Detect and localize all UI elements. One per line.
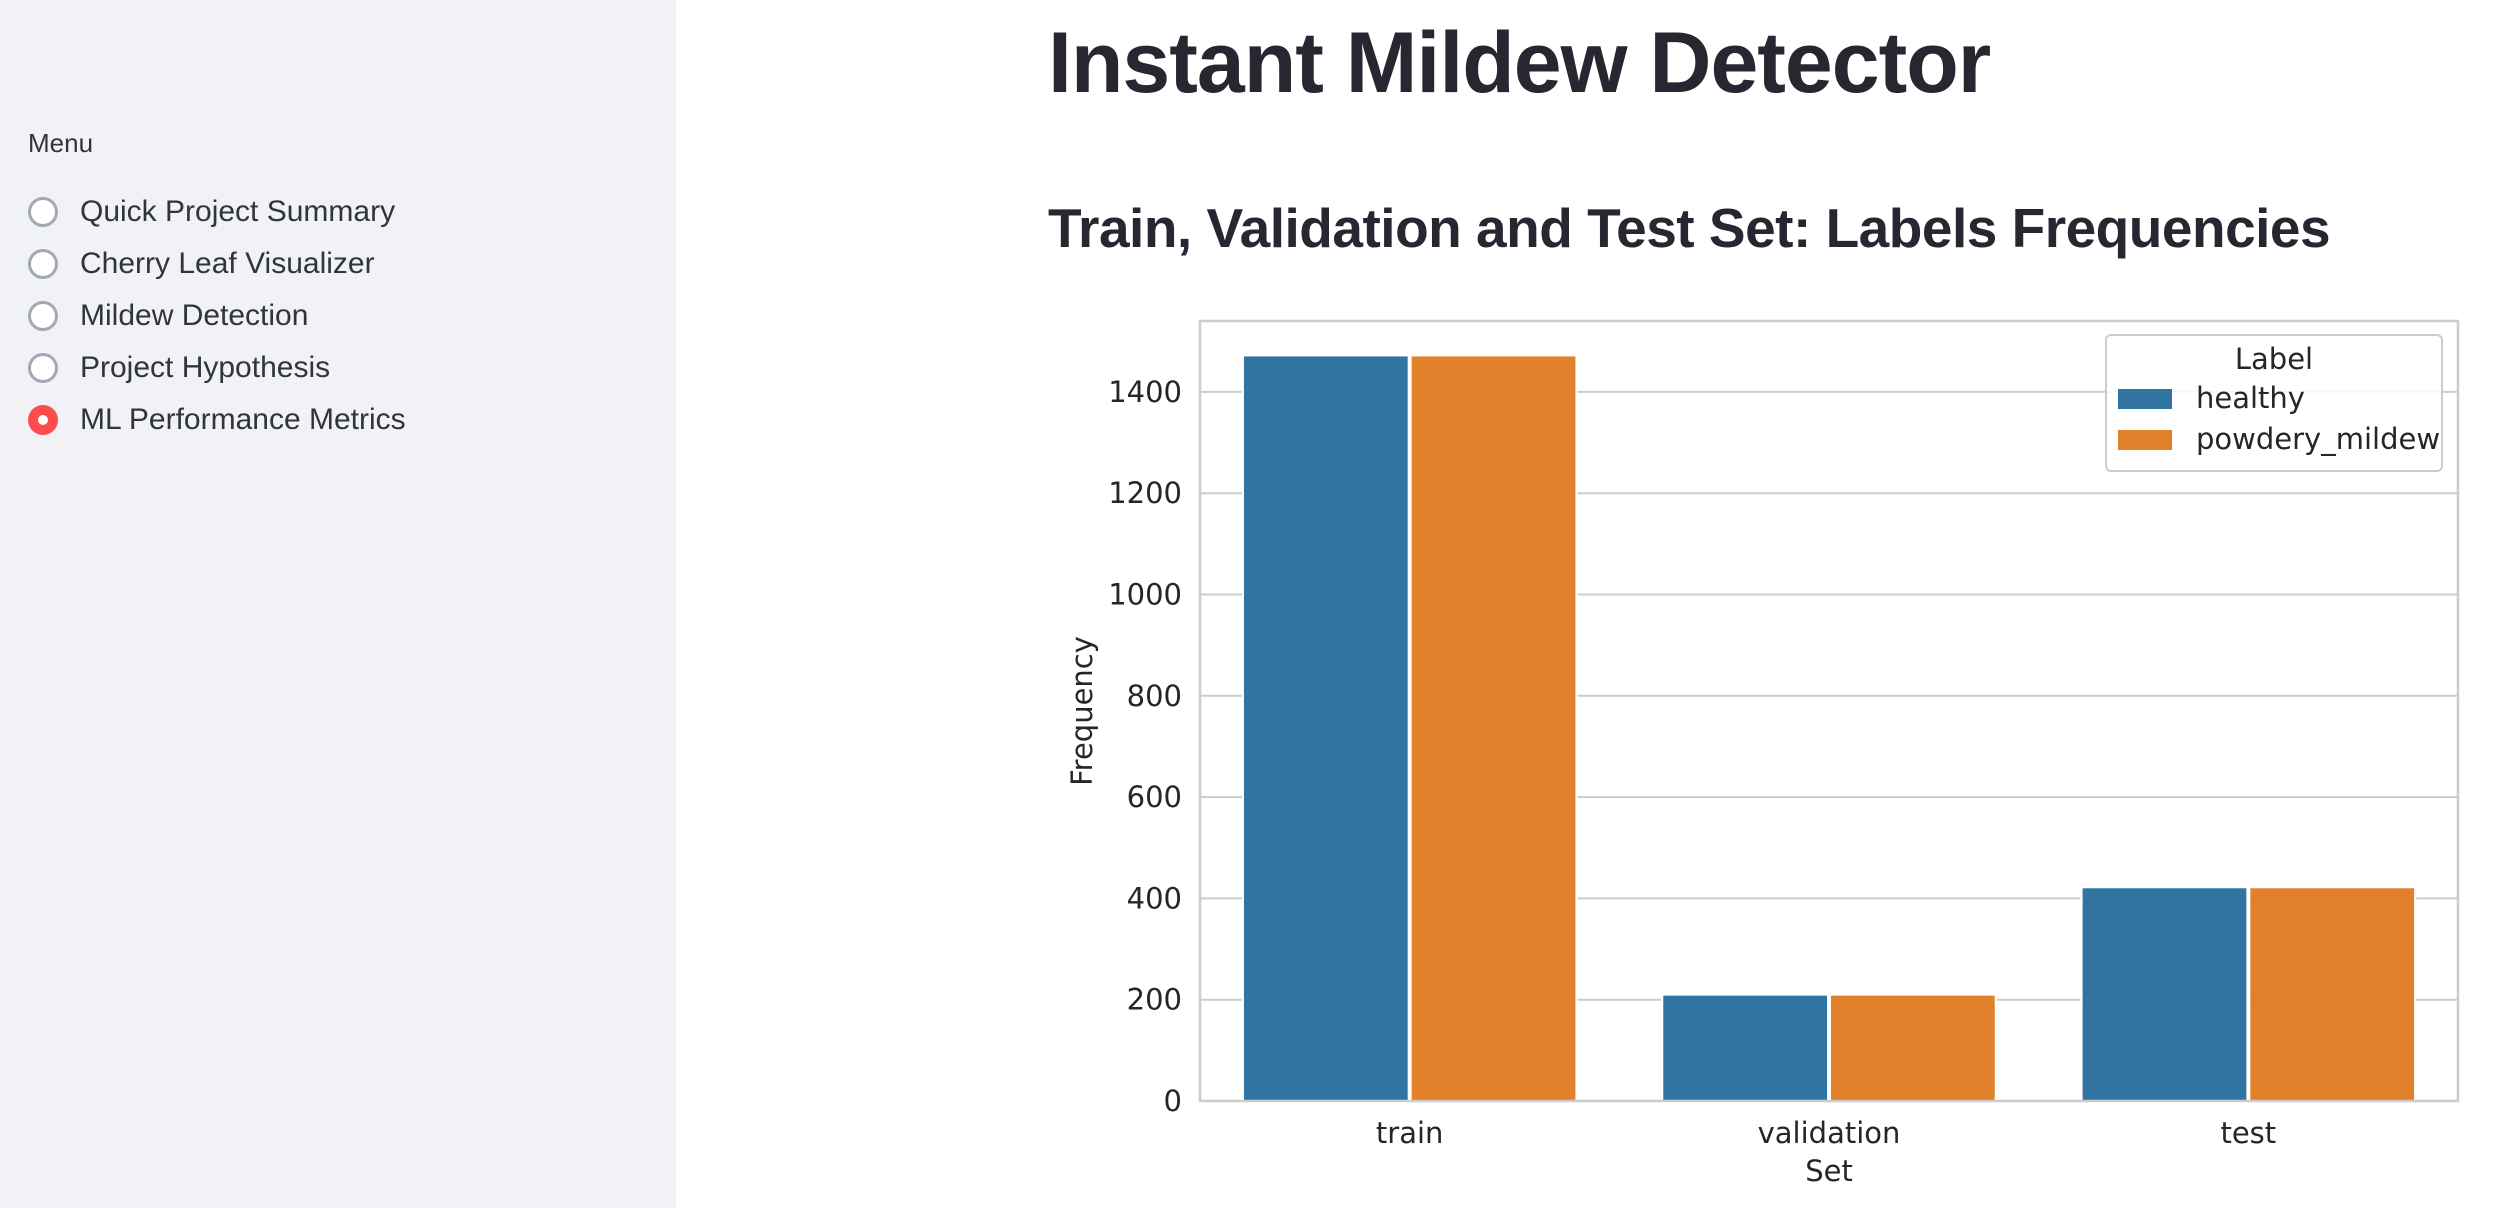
legend-label-healthy: healthy <box>2196 381 2305 415</box>
y-tick-label: 1000 <box>1108 578 1182 612</box>
labels-frequency-chart: 0 200 400 600 800 1000 1200 1400 train validation… <box>1048 300 2512 1208</box>
bar-powdery_mildew-validation <box>1829 993 1997 1102</box>
legend-title: Label <box>2235 342 2313 376</box>
radio-button-icon[interactable] <box>28 197 58 227</box>
bar-healthy-train <box>1241 354 1410 1103</box>
y-tick-label: 800 <box>1127 679 1182 713</box>
y-tick-label: 0 <box>1164 1084 1182 1118</box>
bar-chart-svg: 0 200 400 600 800 1000 1200 1400 train validation… <box>1065 319 2460 1188</box>
radio-button-icon[interactable] <box>28 353 58 383</box>
plot-frame <box>1198 319 2460 1103</box>
bar-healthy-test <box>2080 886 2249 1103</box>
menu-item-label: Cherry Leaf Visualizer <box>80 247 375 280</box>
x-axis-title: Set <box>1805 1154 1853 1188</box>
main-content: Instant Mildew Detector Train, Validatio… <box>676 0 2512 1208</box>
sidebar: Menu Quick Project Summary Cherry Leaf V… <box>0 0 676 1208</box>
y-axis-title: Frequency <box>1065 636 1099 786</box>
menu-item-project-hypothesis[interactable]: Project Hypothesis <box>28 342 406 394</box>
x-tick-label: validation <box>1758 1116 1901 1150</box>
y-tick-label: 400 <box>1127 881 1182 915</box>
legend-swatch-healthy <box>2118 389 2172 409</box>
menu-item-label: ML Performance Metrics <box>80 403 406 436</box>
y-tick-label: 1200 <box>1108 476 1182 510</box>
bar-powdery_mildew-test <box>2248 886 2417 1103</box>
radio-button-icon[interactable] <box>28 249 58 279</box>
menu-label: Menu <box>28 128 94 158</box>
bar-healthy-validation <box>1661 993 1829 1102</box>
y-tick-label: 600 <box>1127 780 1182 814</box>
radio-button-icon[interactable] <box>28 301 58 331</box>
y-tick-label: 200 <box>1127 983 1182 1017</box>
menu-item-label: Quick Project Summary <box>80 195 396 228</box>
bar-powdery_mildew-train <box>1409 354 1578 1103</box>
menu-radio-group: Quick Project Summary Cherry Leaf Visual… <box>28 186 406 446</box>
page-title: Instant Mildew Detector <box>1048 15 1991 111</box>
y-tick-label: 1400 <box>1108 375 1182 409</box>
menu-item-cherry-leaf-visualizer[interactable]: Cherry Leaf Visualizer <box>28 238 406 290</box>
menu-item-quick-project-summary[interactable]: Quick Project Summary <box>28 186 406 238</box>
menu-item-label: Mildew Detection <box>80 299 309 332</box>
section-title: Train, Validation and Test Set: Labels F… <box>1048 197 2331 259</box>
x-tick-label: train <box>1376 1116 1444 1150</box>
menu-item-mildew-detection[interactable]: Mildew Detection <box>28 290 406 342</box>
menu-item-ml-performance-metrics[interactable]: ML Performance Metrics <box>28 394 406 446</box>
x-tick-label: test <box>2220 1116 2276 1150</box>
legend-box <box>2105 334 2443 472</box>
legend-label-powdery_mildew: powdery_mildew <box>2196 422 2440 456</box>
menu-item-label: Project Hypothesis <box>80 351 331 384</box>
radio-button-selected-icon[interactable] <box>28 405 58 435</box>
legend-swatch-powdery_mildew <box>2118 430 2172 450</box>
